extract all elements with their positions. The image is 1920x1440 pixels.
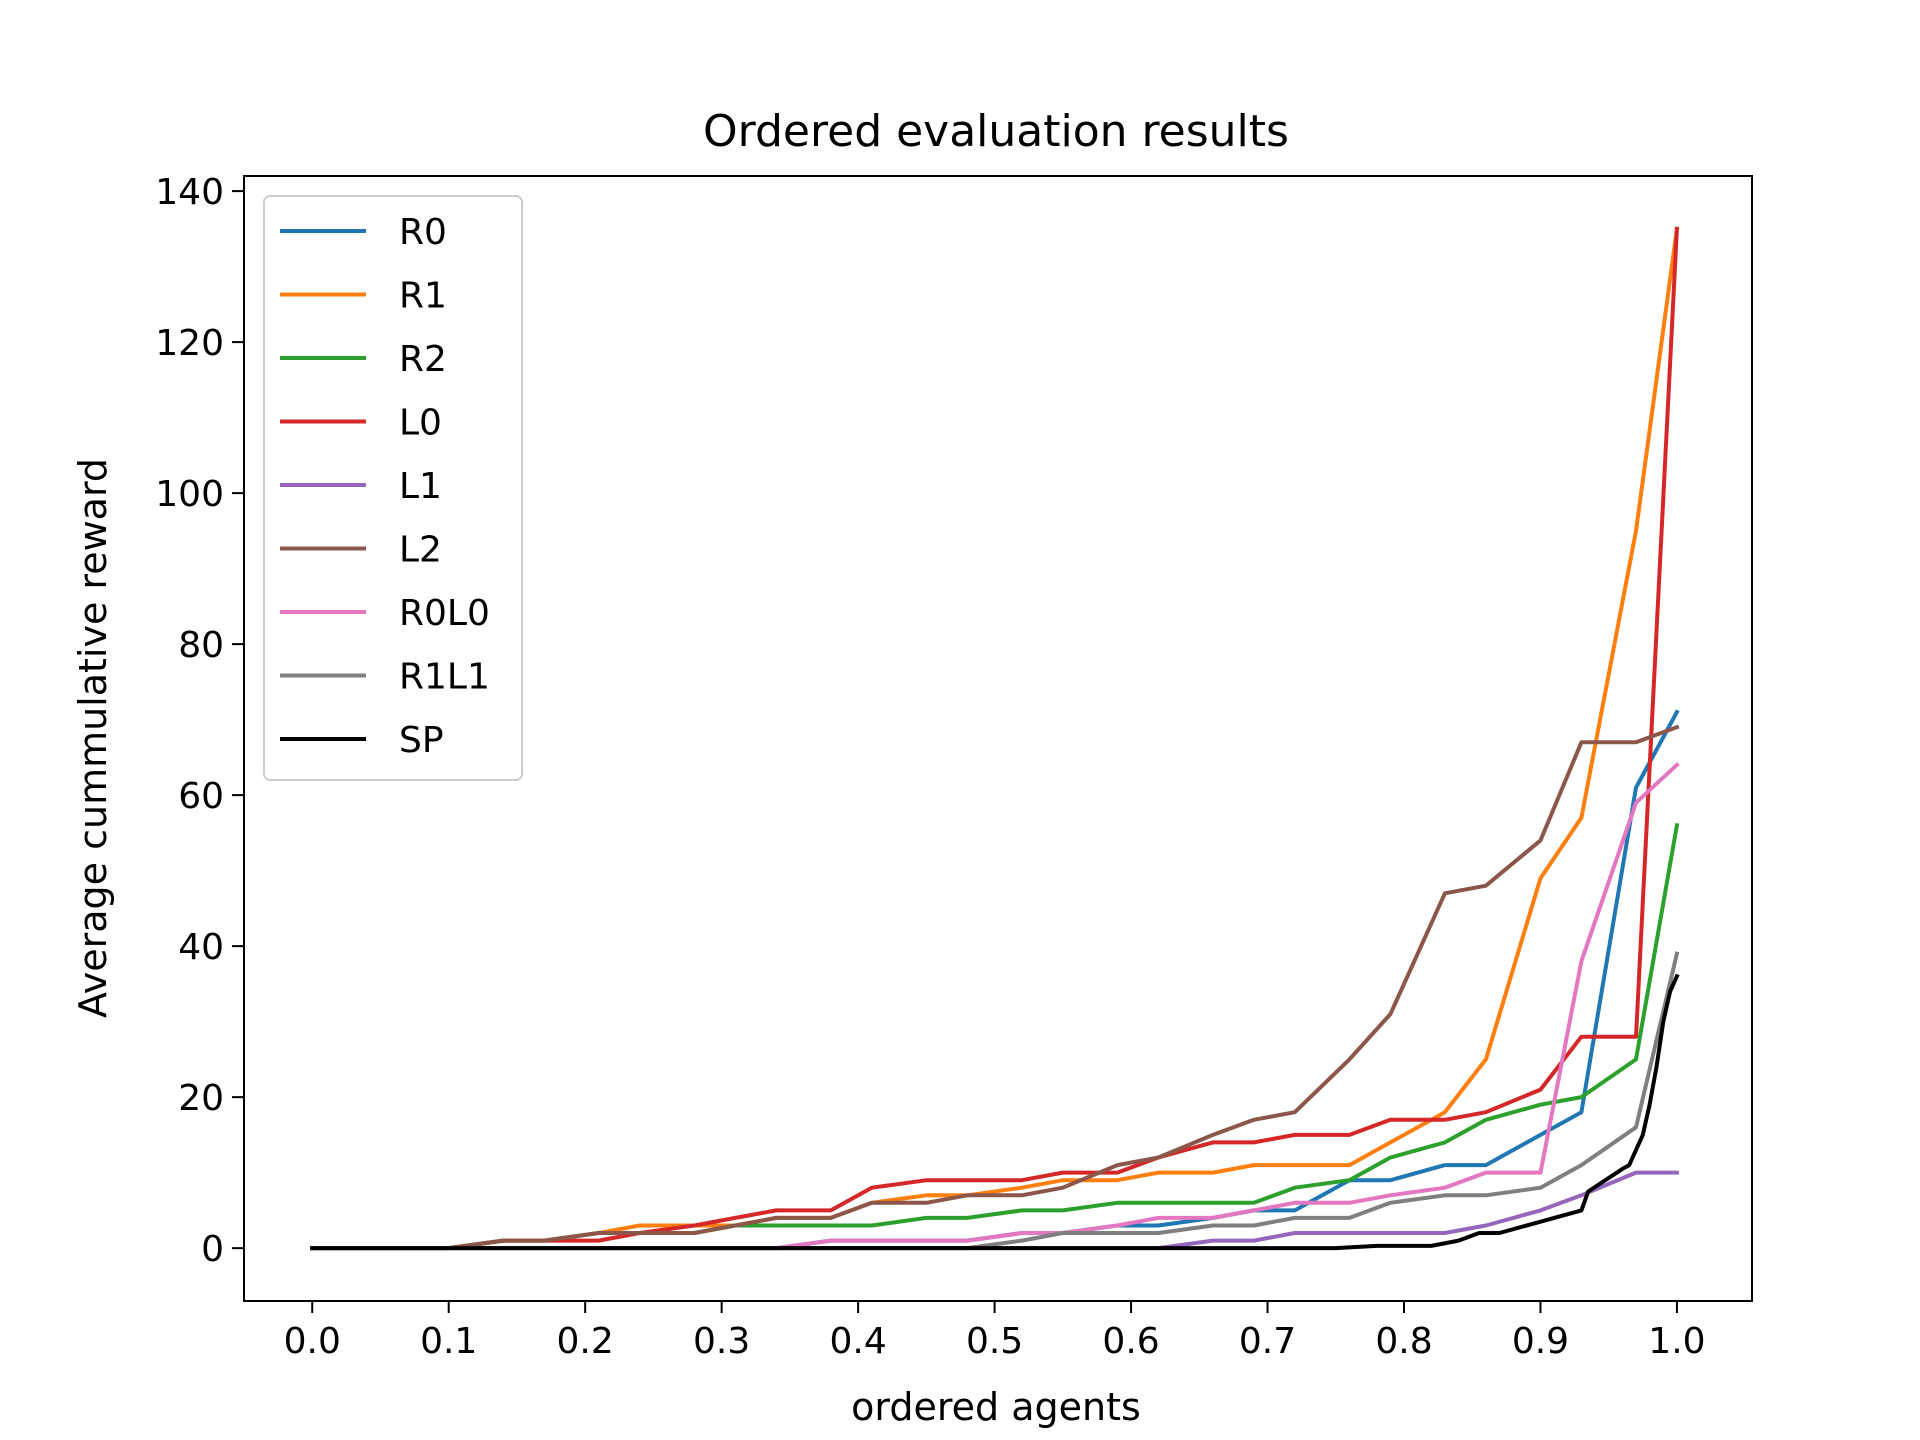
x-tick-label: 0.1 (420, 1321, 477, 1362)
y-tick-label: 140 (155, 172, 224, 213)
y-axis: 0 20 40 60 80 100 120 140 (155, 172, 244, 1270)
series-line-l2 (310, 724, 1680, 1251)
y-tick-label: 20 (178, 1078, 224, 1119)
legend: R0 R1 R2 L0 L1 L2 R0L0 R1L1 SP (263, 195, 523, 781)
series-line-l1 (310, 1170, 1679, 1251)
legend-frame (263, 195, 523, 781)
y-axis-label: Average cummulative reward (71, 458, 115, 1018)
x-tick-label: 0.9 (1512, 1321, 1569, 1362)
y-tick-label: 40 (178, 927, 224, 968)
series-line-r1l1 (310, 951, 1680, 1251)
x-axis: 0.0 0.1 0.2 0.3 0.4 0.5 0.6 0.7 0.8 0.9 1.0 (284, 1301, 1706, 1362)
y-tick-label: 60 (178, 776, 224, 817)
x-tick-label: 0.3 (693, 1321, 750, 1362)
series-line-l0 (310, 226, 1679, 1251)
series-line-r1 (310, 226, 1680, 1251)
legend-label-r0l0: R0L0 (399, 593, 490, 634)
x-tick-label: 0.4 (829, 1321, 886, 1362)
x-tick-label: 0.2 (557, 1321, 614, 1362)
x-tick-label: 0.8 (1375, 1321, 1432, 1362)
legend-label-r2: R2 (399, 339, 447, 380)
x-axis-label: ordered agents (851, 1385, 1141, 1429)
x-tick-label: 0.7 (1239, 1321, 1296, 1362)
legend-label-l0: L0 (399, 403, 442, 444)
legend-label-r1l1: R1L1 (399, 657, 490, 698)
x-tick-label: 1.0 (1648, 1321, 1705, 1362)
x-tick-label: 0.5 (966, 1321, 1023, 1362)
legend-label-r1: R1 (399, 276, 447, 317)
x-tick-label: 0.6 (1102, 1321, 1159, 1362)
y-tick-label: 100 (155, 474, 224, 515)
y-tick-label: 120 (155, 323, 224, 364)
chart-title: Ordered evaluation results (703, 106, 1289, 157)
series-line-r0l0 (310, 762, 1680, 1251)
plot-area-frame (243, 175, 1753, 1302)
legend-label-sp: SP (399, 720, 444, 761)
series-line-sp (310, 973, 1680, 1251)
legend-label-l1: L1 (399, 466, 442, 507)
x-tick-label: 0.0 (284, 1321, 341, 1362)
y-tick-label: 80 (178, 625, 224, 666)
y-tick-label: 0 (201, 1229, 224, 1270)
series-layer (310, 226, 1680, 1251)
legend-label-r0: R0 (399, 212, 447, 253)
legend-label-l2: L2 (399, 530, 442, 571)
